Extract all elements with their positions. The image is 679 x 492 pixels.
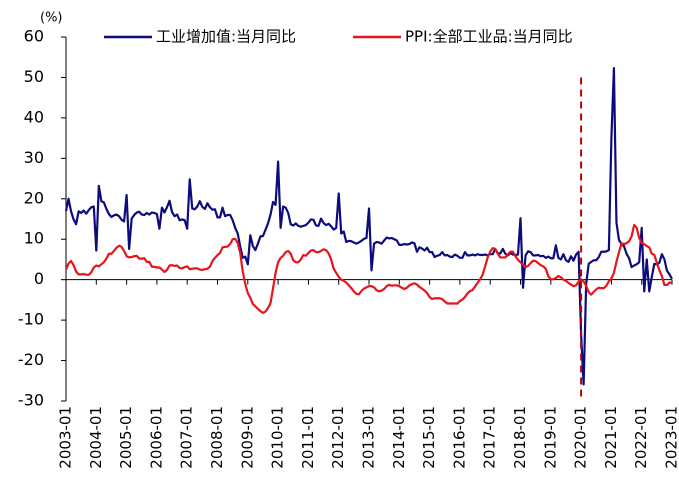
y-tick-label: -10 [18, 310, 44, 329]
x-tick-label: 2009-01 [238, 406, 256, 469]
y-tick-label: 60 [24, 27, 44, 46]
y-tick-label: 0 [34, 269, 44, 288]
x-tick-label: 2023-01 [663, 406, 679, 469]
x-tick-label: 2016-01 [450, 406, 468, 469]
y-tick-label: -30 [18, 391, 44, 410]
x-tick-label: 2012-01 [329, 406, 347, 469]
x-tick-label: 2003-01 [57, 406, 75, 469]
x-tick-label: 2014-01 [390, 406, 408, 469]
y-tick-label: 10 [24, 229, 44, 248]
y-tick-label: -20 [18, 350, 44, 369]
y-axis-label: (%) [40, 11, 63, 26]
x-tick-label: 2019-01 [541, 406, 559, 469]
x-tick-label: 2015-01 [420, 406, 438, 469]
y-tick-label: 40 [24, 107, 44, 126]
y-tick-label: 20 [24, 188, 44, 207]
x-tick-label: 2021-01 [602, 406, 620, 469]
x-tick-label: 2018-01 [511, 406, 529, 469]
x-tick-label: 2022-01 [632, 406, 650, 469]
x-tick-label: 2008-01 [208, 406, 226, 469]
x-tick-label: 2005-01 [117, 406, 135, 469]
x-tick-label: 2020-01 [572, 406, 590, 469]
x-tick-label: 2017-01 [481, 406, 499, 469]
legend-label: PPI:全部工业品:当月同比 [405, 28, 573, 46]
x-tick-label: 2010-01 [269, 406, 287, 469]
y-tick-label: 30 [24, 148, 44, 167]
y-tick-label: 50 [24, 67, 44, 86]
x-tick-label: 2007-01 [178, 406, 196, 469]
x-tick-label: 2006-01 [147, 406, 165, 469]
x-tick-label: 2011-01 [299, 406, 317, 469]
x-tick-label: 2004-01 [87, 406, 105, 469]
legend-label: 工业增加值:当月同比 [156, 28, 296, 46]
x-tick-label: 2013-01 [360, 406, 378, 469]
